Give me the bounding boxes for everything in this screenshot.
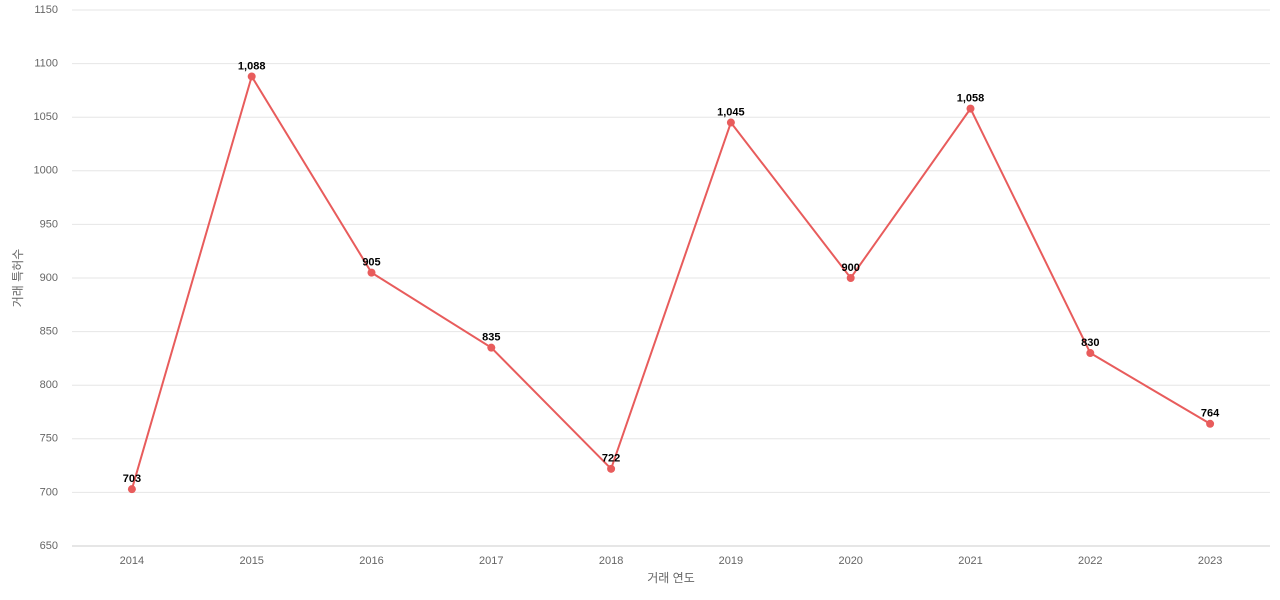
value-label: 835 (482, 332, 500, 344)
value-label: 722 (602, 453, 620, 465)
line (130, 74, 1211, 490)
point (1086, 349, 1095, 358)
value-label: 764 (1201, 408, 1220, 420)
x-tick-label: 2020 (838, 555, 862, 567)
point (726, 118, 735, 127)
point (247, 72, 256, 81)
value-label: 900 (842, 262, 860, 274)
value-label: 1,058 (957, 93, 985, 105)
y-tick-label: 650 (40, 540, 58, 552)
y-tick-label: 850 (40, 326, 58, 338)
y-tick-label: 900 (40, 272, 58, 284)
value-label: 703 (123, 473, 141, 485)
y-tick-label: 1050 (34, 111, 58, 123)
x-tick-label: 2023 (1198, 555, 1222, 567)
point (487, 343, 496, 352)
y-tick-label: 1150 (34, 4, 58, 16)
x-tick-label: 2017 (479, 555, 503, 567)
x-tick-label: 2014 (120, 555, 144, 567)
value-label: 830 (1081, 337, 1099, 349)
value-label: 905 (362, 257, 380, 269)
y-tick-label: 700 (40, 486, 58, 498)
x-tick-label: 2015 (239, 555, 263, 567)
y-tick-label: 750 (40, 433, 58, 445)
x-tick-label: 2016 (359, 555, 383, 567)
point (846, 274, 855, 282)
y-tick-label: 800 (40, 379, 58, 391)
y-tick-label: 1100 (34, 58, 58, 70)
y-tick-label: 950 (40, 218, 58, 230)
x-axis-label: 거래 연도 (647, 571, 695, 585)
x-tick-label: 2018 (599, 555, 623, 567)
y-tick-label: 1000 (34, 165, 58, 177)
point (607, 464, 616, 473)
value-label: 1,088 (238, 60, 266, 72)
point (367, 268, 376, 277)
x-tick-label: 2022 (1078, 555, 1102, 567)
point (1206, 419, 1215, 428)
point (127, 485, 136, 494)
x-tick-label: 2021 (958, 555, 982, 567)
value-label: 1,045 (717, 106, 745, 118)
x-tick-label: 2019 (719, 555, 743, 567)
y-axis-label: 거래 특허수 (11, 249, 25, 308)
point (966, 104, 975, 113)
